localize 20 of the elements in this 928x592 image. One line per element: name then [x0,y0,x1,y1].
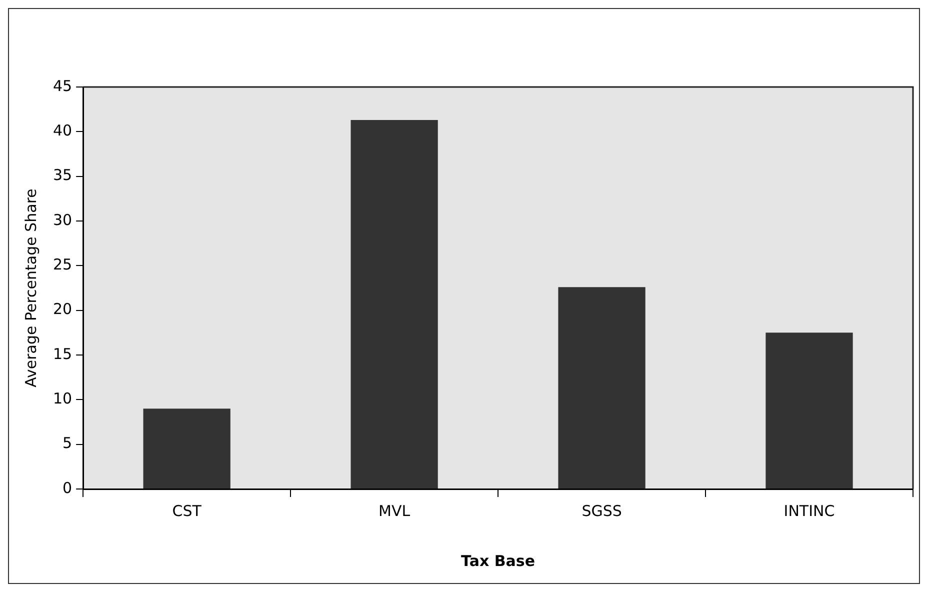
y-tick-label: 30 [52,210,72,229]
y-tick-label: 5 [62,434,72,452]
y-tick-label: 40 [52,122,72,140]
y-tick-label: 0 [62,478,72,497]
bar [558,287,646,488]
x-tick-label: SGSS [582,502,622,520]
bar [766,332,853,488]
x-axis-title: Tax Base [461,552,536,570]
y-tick-label: 20 [52,300,72,318]
y-tick-label: 15 [52,344,72,363]
y-tick-label: 25 [52,256,72,274]
y-tick-label: 45 [52,76,72,95]
x-tick-label: MVL [378,502,411,520]
bar [350,120,438,488]
y-axis-title: Average Percentage Share [22,188,40,388]
y-tick-label: 35 [52,166,72,184]
bar [143,408,230,488]
x-tick-label: INTINC [784,502,835,520]
y-tick-label: 10 [52,390,72,408]
x-tick-label: CST [172,502,202,520]
